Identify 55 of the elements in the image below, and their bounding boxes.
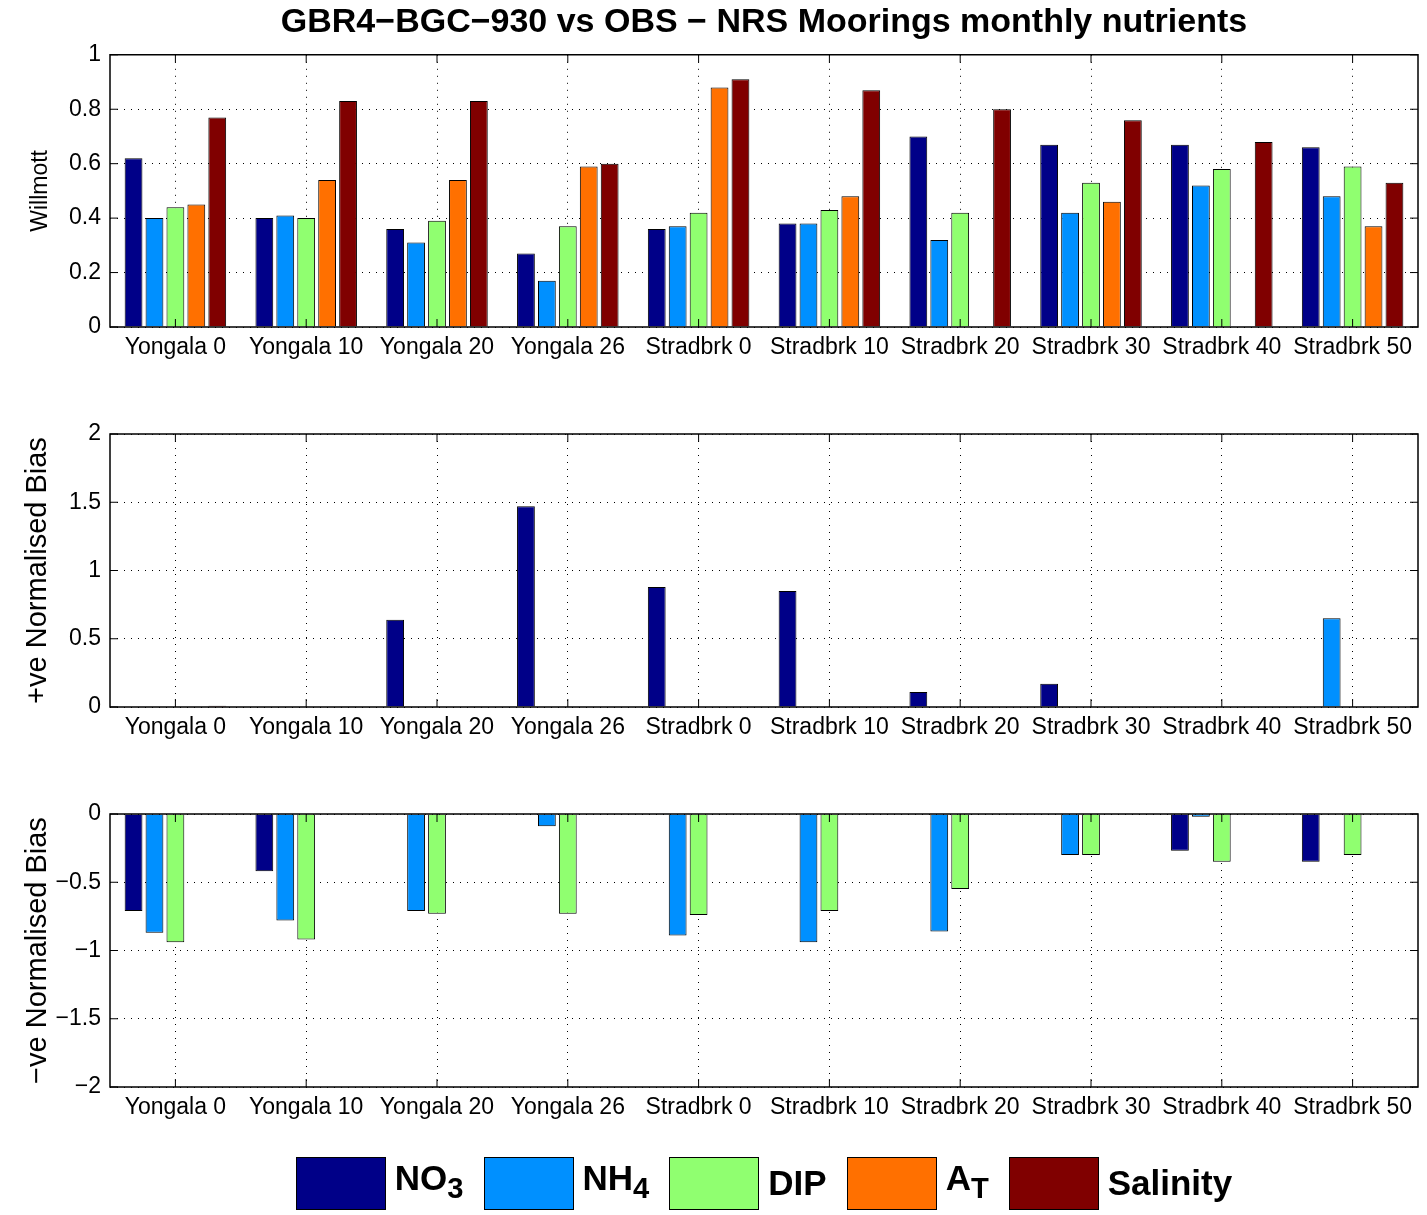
x-tick-label: Yongala 26 bbox=[510, 1093, 625, 1120]
y-tick-label: 1 bbox=[88, 555, 101, 582]
y-tick-label: −1 bbox=[74, 935, 101, 962]
x-tick-label: Yongala 10 bbox=[249, 1093, 364, 1120]
x-tick-label: Stradbrk 40 bbox=[1162, 713, 1282, 740]
y-tick-label: 0.6 bbox=[69, 149, 101, 176]
x-tick-label: Stradbrk 10 bbox=[769, 1093, 889, 1120]
y-tick-label: 1.5 bbox=[69, 487, 101, 514]
x-tick-label: Stradbrk 20 bbox=[900, 1093, 1020, 1120]
x-tick-label: Stradbrk 30 bbox=[1031, 713, 1151, 740]
y-tick-label: 0 bbox=[88, 692, 101, 719]
x-tick-label: Stradbrk 30 bbox=[1031, 333, 1151, 360]
x-tick-label: Yongala 0 bbox=[124, 713, 227, 740]
x-tick-label: Stradbrk 10 bbox=[769, 333, 889, 360]
y-tick-label: 0.4 bbox=[69, 203, 102, 230]
x-tick-label: Stradbrk 50 bbox=[1293, 1093, 1413, 1120]
x-tick-label: Yongala 10 bbox=[249, 713, 364, 740]
x-tick-label: Stradbrk 40 bbox=[1162, 1093, 1282, 1120]
x-tick-label: Yongala 20 bbox=[379, 1093, 495, 1120]
legend-label: Salinity bbox=[1107, 1163, 1233, 1203]
y-tick-label: −0.5 bbox=[55, 867, 101, 894]
y-axis-title: +ve Normalised Bias bbox=[20, 437, 53, 704]
x-tick-label: Stradbrk 30 bbox=[1031, 1093, 1151, 1120]
y-tick-label: 0.5 bbox=[69, 624, 101, 651]
x-tick-label: Stradbrk 10 bbox=[769, 713, 889, 740]
x-tick-label: Yongala 26 bbox=[510, 713, 625, 740]
y-tick-label: 0.8 bbox=[69, 94, 101, 121]
x-tick-label: Stradbrk 50 bbox=[1293, 713, 1413, 740]
legend-label: A$_{T}$ bbox=[945, 1158, 989, 1206]
chart-title: GBR4−BGC−930 vs OBS − NRS Moorings monthly nutrients bbox=[280, 0, 1248, 39]
x-tick-label: Yongala 0 bbox=[124, 333, 227, 360]
legend-label: NH$_{4}$ bbox=[582, 1158, 650, 1206]
y-axis-title: Willmott bbox=[26, 149, 53, 232]
x-tick-label: Stradbrk 40 bbox=[1162, 333, 1282, 360]
y-tick-label: 2 bbox=[88, 419, 101, 446]
x-tick-label: Stradbrk 0 bbox=[645, 1093, 752, 1120]
x-tick-label: Stradbrk 20 bbox=[900, 333, 1020, 360]
x-tick-label: Yongala 26 bbox=[510, 333, 625, 360]
x-tick-label: Yongala 20 bbox=[379, 713, 495, 740]
y-tick-label: 0 bbox=[88, 312, 101, 339]
y-tick-label: −2 bbox=[74, 1072, 101, 1099]
legend-label: DIP bbox=[768, 1163, 827, 1203]
y-axis-title: −ve Normalised Bias bbox=[20, 817, 53, 1084]
y-tick-label: 0.2 bbox=[69, 257, 101, 284]
x-tick-label: Stradbrk 0 bbox=[645, 333, 752, 360]
y-tick-label: 1 bbox=[88, 40, 101, 67]
y-tick-label: −1.5 bbox=[55, 1004, 101, 1031]
x-tick-label: Stradbrk 0 bbox=[645, 713, 752, 740]
x-tick-label: Stradbrk 20 bbox=[900, 713, 1020, 740]
y-tick-label: 0 bbox=[88, 799, 101, 826]
legend-label: NO$_{3}$ bbox=[394, 1158, 464, 1206]
x-tick-label: Yongala 0 bbox=[124, 1093, 227, 1120]
x-tick-label: Yongala 20 bbox=[379, 333, 495, 360]
x-tick-label: Yongala 10 bbox=[249, 333, 364, 360]
x-tick-label: Stradbrk 50 bbox=[1293, 333, 1413, 360]
